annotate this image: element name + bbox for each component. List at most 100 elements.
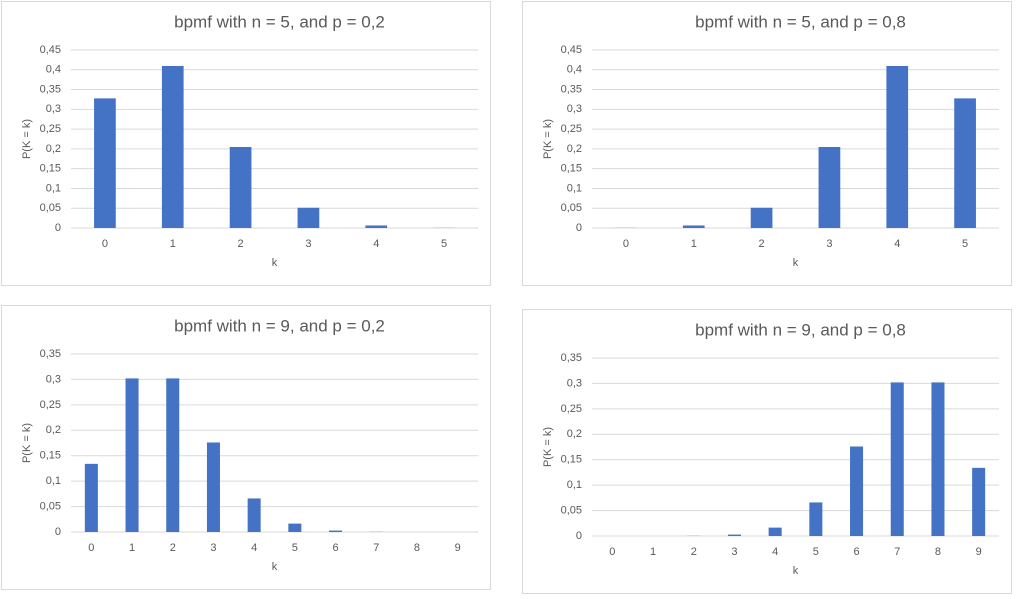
x-tick-label: 0 xyxy=(609,546,615,558)
x-tick-label: 0 xyxy=(623,238,629,250)
bar xyxy=(125,378,139,532)
bar xyxy=(972,467,986,536)
y-tick-label: 0,2 xyxy=(567,143,582,155)
y-axis-label: P(K = k) xyxy=(21,423,33,463)
y-tick-label: 0,25 xyxy=(40,123,61,135)
y-tick-label: 0,15 xyxy=(40,163,61,175)
chart: bpmf with n = 5, and p = 0,2 k P(K = k) 0 0,… xyxy=(1,1,491,286)
chart: bpmf with n = 9, and p = 0,8 k P(K = k) 0 0,… xyxy=(522,309,1012,594)
bar xyxy=(818,146,841,228)
bar xyxy=(329,530,343,532)
y-tick-label: 0,15 xyxy=(40,450,61,462)
x-tick-label: 2 xyxy=(238,238,244,250)
chart-title: bpmf with n = 9, and p = 0,8 xyxy=(695,320,906,339)
y-tick-label: 0,1 xyxy=(567,479,582,491)
y-tick-label: 0,35 xyxy=(561,83,582,95)
x-tick-label: 8 xyxy=(414,542,420,554)
x-tick-label: 3 xyxy=(305,238,311,250)
x-axis-label: k xyxy=(793,565,799,577)
chart-frame xyxy=(1,305,491,590)
x-tick-label: 2 xyxy=(759,238,765,250)
y-tick-label: 0,25 xyxy=(561,123,582,135)
x-tick-label: 1 xyxy=(691,238,697,250)
x-tick-label: 0 xyxy=(88,542,94,554)
y-tick-label: 0,25 xyxy=(40,399,61,411)
x-tick-label: 4 xyxy=(251,542,257,554)
x-tick-label: 4 xyxy=(772,546,778,558)
y-tick-label: 0,3 xyxy=(567,377,582,389)
bar xyxy=(206,442,220,532)
x-tick-label: 4 xyxy=(894,238,900,250)
bar xyxy=(288,523,302,532)
x-tick-label: 0 xyxy=(102,238,108,250)
chart-title: bpmf with n = 5, and p = 0,2 xyxy=(174,12,385,31)
y-tick-label: 0,05 xyxy=(40,500,61,512)
x-tick-label: 1 xyxy=(129,542,135,554)
y-tick-label: 0,4 xyxy=(567,64,582,76)
x-tick-label: 7 xyxy=(894,546,900,558)
y-tick-label: 0,05 xyxy=(561,504,582,516)
chart-title: bpmf with n = 9, and p = 0,2 xyxy=(174,316,385,335)
y-tick-label: 0,35 xyxy=(40,83,61,95)
x-tick-label: 3 xyxy=(826,238,832,250)
y-tick-label: 0,35 xyxy=(40,348,61,360)
x-tick-label: 5 xyxy=(292,542,298,554)
y-tick-label: 0,3 xyxy=(567,103,582,115)
y-tick-label: 0 xyxy=(55,222,61,234)
x-axis-label: k xyxy=(272,561,278,573)
x-tick-label: 9 xyxy=(976,546,982,558)
bar xyxy=(931,382,945,536)
x-tick-label: 2 xyxy=(691,546,697,558)
x-tick-label: 7 xyxy=(373,542,379,554)
y-tick-label: 0,2 xyxy=(46,143,61,155)
x-axis-label: k xyxy=(272,257,278,269)
y-tick-label: 0,4 xyxy=(46,64,61,76)
x-tick-label: 5 xyxy=(962,238,968,250)
bar xyxy=(247,498,261,532)
y-axis-label: P(K = k) xyxy=(21,119,33,159)
x-tick-label: 2 xyxy=(170,542,176,554)
y-tick-label: 0,2 xyxy=(46,424,61,436)
x-tick-label: 4 xyxy=(373,238,379,250)
y-tick-label: 0,15 xyxy=(561,163,582,175)
y-tick-label: 0,1 xyxy=(567,182,582,194)
bar xyxy=(365,225,388,228)
y-tick-label: 0,45 xyxy=(40,44,61,56)
bar xyxy=(94,98,116,228)
y-axis-label: P(K = k) xyxy=(542,427,554,467)
bar xyxy=(750,207,773,228)
chart-frame xyxy=(522,1,1012,286)
y-tick-label: 0 xyxy=(55,526,61,538)
chart-frame xyxy=(1,1,491,286)
x-tick-label: 1 xyxy=(170,238,176,250)
x-tick-label: 6 xyxy=(332,542,338,554)
chart: bpmf with n = 9, and p = 0,2 k P(K = k) 0 0,… xyxy=(1,305,491,590)
y-tick-label: 0,15 xyxy=(561,454,582,466)
bar xyxy=(809,502,823,536)
bar xyxy=(84,463,98,532)
bar xyxy=(886,65,909,229)
x-tick-label: 3 xyxy=(731,546,737,558)
bar xyxy=(768,527,782,536)
y-tick-label: 0,3 xyxy=(46,103,61,115)
y-tick-label: 0,05 xyxy=(40,202,61,214)
bar xyxy=(850,446,864,536)
x-tick-label: 9 xyxy=(455,542,461,554)
x-tick-label: 5 xyxy=(813,546,819,558)
y-tick-label: 0,2 xyxy=(567,428,582,440)
bar xyxy=(682,225,705,228)
y-tick-label: 0,05 xyxy=(561,202,582,214)
bar xyxy=(890,382,904,536)
bar xyxy=(161,65,184,229)
y-axis-label: P(K = k) xyxy=(542,119,554,159)
chart: bpmf with n = 5, and p = 0,8 k P(K = k) 0 0,… xyxy=(522,1,1012,286)
x-tick-label: 3 xyxy=(210,542,216,554)
bar xyxy=(166,378,180,532)
bar xyxy=(727,534,741,536)
y-tick-label: 0,3 xyxy=(46,373,61,385)
y-tick-label: 0 xyxy=(576,530,582,542)
y-tick-label: 0,45 xyxy=(561,44,582,56)
y-tick-label: 0 xyxy=(576,222,582,234)
chart-title: bpmf with n = 5, and p = 0,8 xyxy=(695,12,906,31)
x-tick-label: 6 xyxy=(853,546,859,558)
